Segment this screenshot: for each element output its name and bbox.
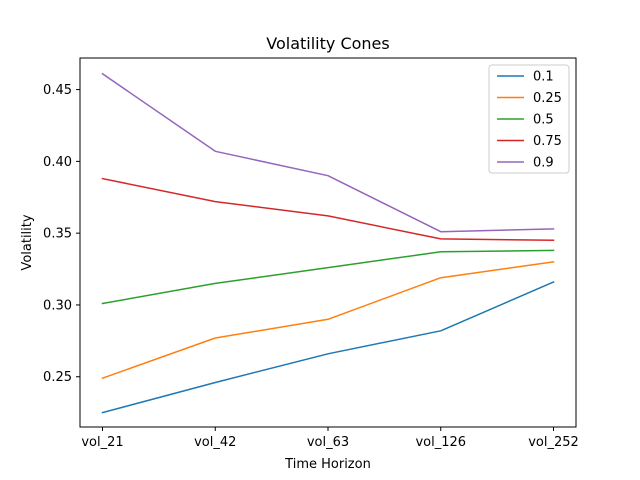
y-tick-label: 0.45: [43, 83, 72, 98]
series-line-0.9: [101, 72, 555, 233]
legend-label: 0.9: [533, 156, 554, 171]
legend-label: 0.5: [533, 113, 554, 128]
x-axis-label: Time Horizon: [284, 457, 371, 472]
x-tick-label: vol_63: [307, 435, 349, 450]
chart-title: Volatility Cones: [266, 34, 389, 53]
x-tick-label: vol_42: [194, 435, 236, 450]
y-tick-label: 0.35: [43, 227, 72, 242]
y-axis: 0.25 0.30 0.35 0.40 0.45: [43, 83, 80, 385]
legend: 0.1 0.25 0.5 0.75 0.9: [488, 64, 570, 174]
series-line-0.5: [101, 249, 555, 305]
y-tick-label: 0.40: [43, 155, 72, 170]
series-lines: [101, 72, 555, 414]
x-tick-label: vol_126: [415, 435, 466, 450]
y-tick-label: 0.30: [43, 298, 72, 313]
series-line-0.75: [101, 177, 555, 242]
legend-label: 0.1: [533, 70, 554, 85]
legend-label: 0.25: [533, 91, 562, 106]
x-tick-label: vol_21: [81, 435, 123, 450]
series-line-0.25: [101, 261, 555, 380]
x-axis: vol_21 vol_42 vol_63 vol_126 vol_252: [81, 427, 579, 450]
x-tick-label: vol_252: [528, 435, 579, 450]
y-axis-label: Volatility: [20, 214, 35, 270]
legend-label: 0.75: [533, 134, 562, 149]
series-line-0.1: [101, 281, 555, 414]
y-tick-label: 0.25: [43, 370, 72, 385]
legend-box: [488, 64, 570, 174]
